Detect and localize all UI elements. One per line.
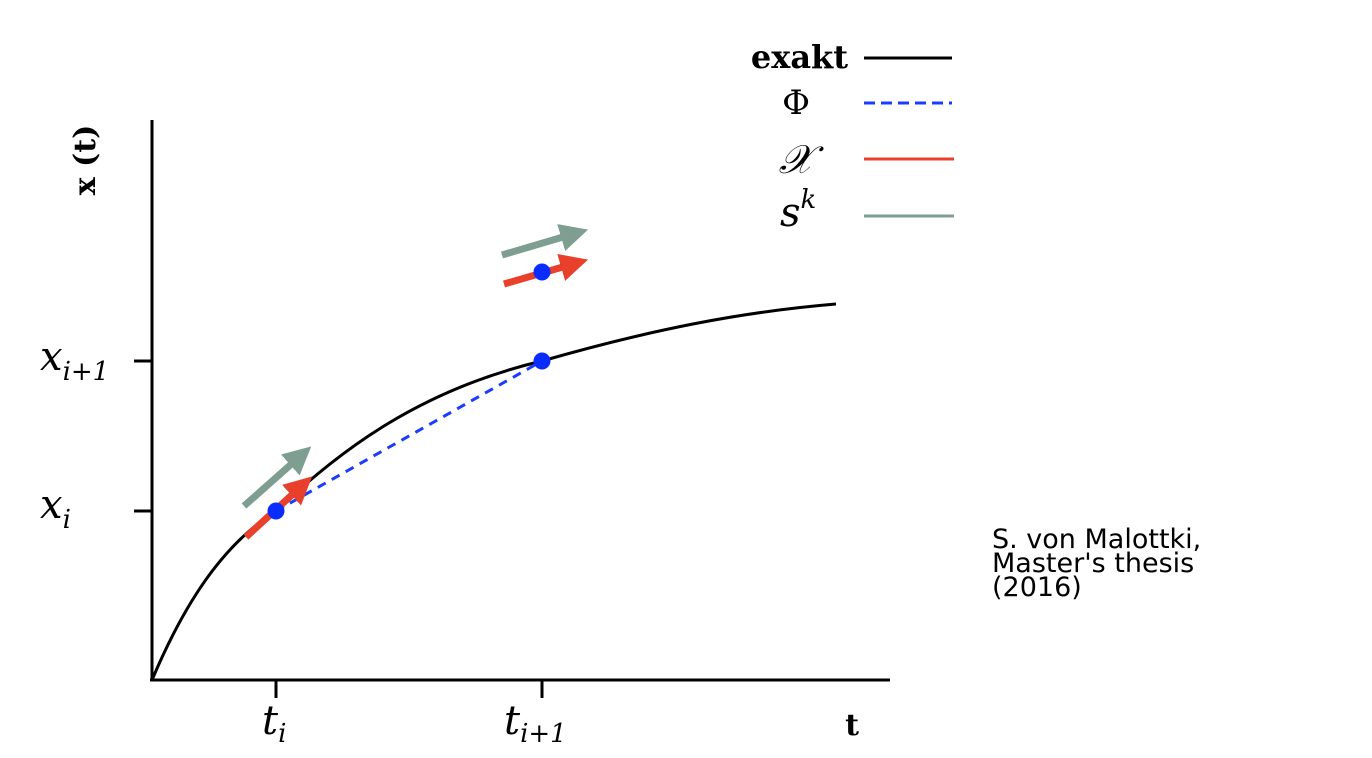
y-tick-label-xi1: xi+1 [40, 334, 109, 387]
legend-label-sk: sk [780, 185, 816, 236]
credit-text: S. von Malottki, Master's thesis (2016) [992, 524, 1202, 603]
sk-arrow-ti [241, 446, 312, 509]
x-tick-label-ti1: ti+1 [504, 698, 567, 749]
legend-label-phi: Φ [782, 83, 810, 123]
y-axis-label: x (t) [68, 125, 103, 196]
point-ti [267, 502, 285, 520]
x-tick-label-ti: ti [262, 698, 286, 749]
point-ti1-chi [533, 263, 551, 281]
legend-label-chi: 𝒳 [779, 137, 825, 183]
x-axis-label: t [845, 708, 859, 743]
exact-solution-curve [150, 302, 837, 681]
legend-label-exakt: exakt [751, 38, 848, 76]
phi-dashed-line [275, 359, 543, 513]
y-tick-label-xi: xi [40, 482, 71, 535]
legend: exakt Φ 𝒳 sk [751, 38, 954, 236]
sk-arrow-ti1 [501, 224, 589, 259]
point-ti1-exact [533, 352, 551, 370]
